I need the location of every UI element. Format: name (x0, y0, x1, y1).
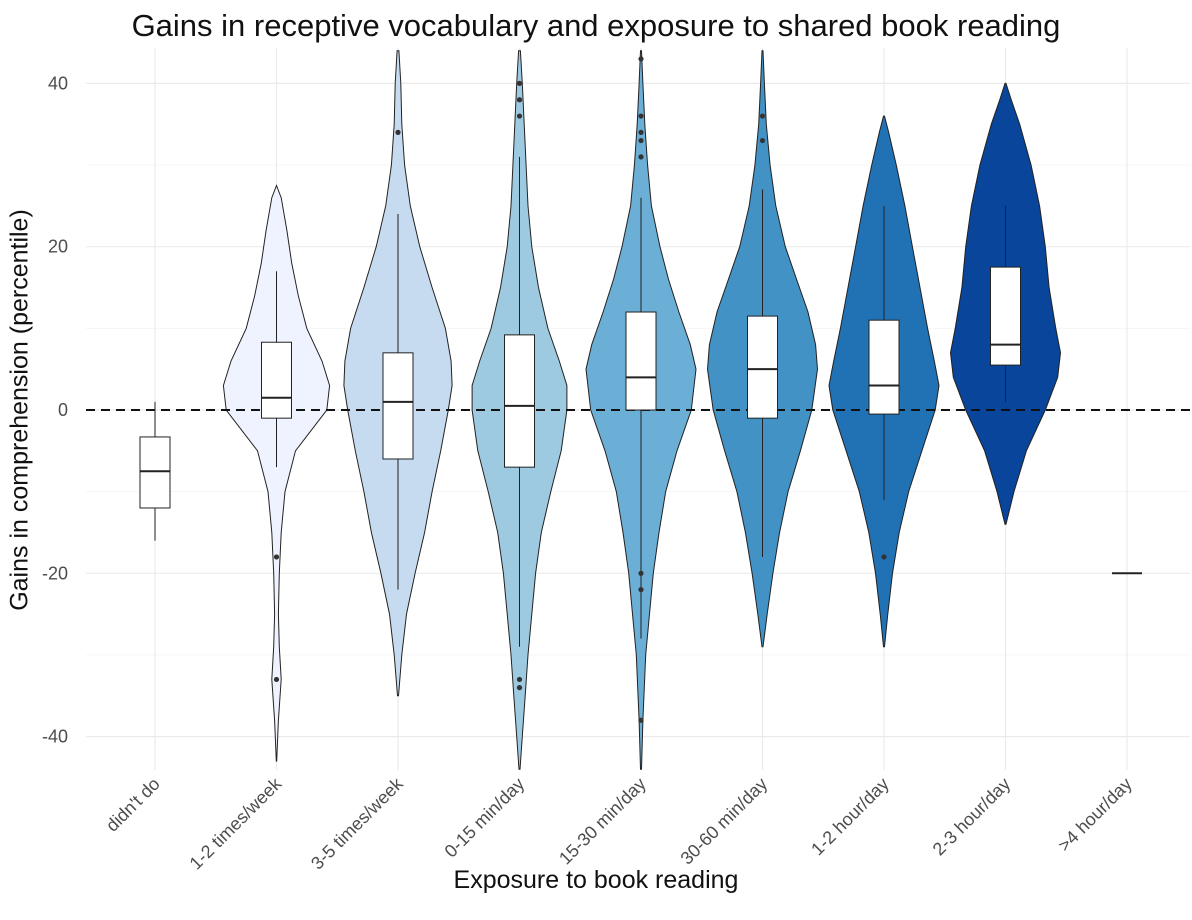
x-axis-title: Exposure to book reading (453, 866, 739, 894)
outlier-point (759, 113, 766, 119)
box-iqr (868, 319, 900, 415)
box-iqr (261, 341, 292, 419)
outlier-point (516, 685, 523, 691)
outlier-point (638, 154, 644, 160)
x-tick-label: 1-2 hour/day (807, 774, 893, 860)
box-iqr (747, 315, 778, 419)
outlier-point (638, 587, 644, 593)
outlier-point (516, 113, 523, 119)
outlier-point (881, 554, 887, 560)
x-tick-label: 30-60 min/day (677, 774, 772, 869)
y-tick-label: -20 (42, 563, 68, 583)
box-iqr (990, 266, 1021, 366)
y-tick-label: 0 (58, 400, 68, 420)
outlier-point (638, 56, 644, 62)
outlier-point (638, 717, 644, 723)
outlier-point (273, 676, 280, 683)
box-iqr (625, 311, 657, 411)
outlier-point (516, 80, 523, 86)
y-tick-label: -40 (42, 727, 68, 747)
box-iqr (139, 436, 171, 509)
x-tick-label: 3-5 times/week (307, 773, 407, 873)
outlier-point (273, 554, 280, 560)
x-tick-label: didn't do (102, 774, 164, 836)
x-tick-label: 15-30 min/day (555, 774, 650, 869)
x-tick-label: >4 hour/day (1054, 774, 1136, 856)
outlier-point (638, 137, 644, 144)
box-iqr (504, 334, 535, 468)
outlier-point (516, 676, 523, 683)
tick-layer: -40 -20 0 20 40 didn't do 1-2 times/week 3-5 ti… (42, 73, 1136, 873)
outlier-point (395, 129, 401, 135)
violin-shape (222, 184, 331, 762)
outlier-point (638, 570, 644, 576)
outlier-point (759, 137, 766, 144)
x-tick-label: 1-2 times/week (186, 773, 286, 873)
box-iqr (382, 352, 414, 460)
outlier-point (638, 113, 644, 119)
outlier-point (638, 129, 644, 135)
y-tick-label: 20 (48, 237, 68, 257)
outlier-layer (273, 56, 887, 723)
outlier-point (516, 97, 523, 103)
y-tick-label: 40 (48, 73, 68, 93)
x-tick-label: 2-3 hour/day (929, 774, 1015, 860)
chart-title: Gains in receptive vocabulary and exposu… (131, 8, 1061, 43)
box-layer (139, 156, 1142, 647)
x-tick-label: 0-15 min/day (441, 774, 529, 862)
